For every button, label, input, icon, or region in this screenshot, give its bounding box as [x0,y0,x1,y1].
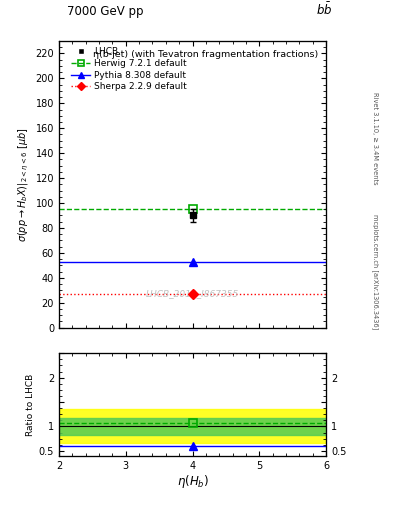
Text: η(b-jet) (with Tevatron fragmentation fractions): η(b-jet) (with Tevatron fragmentation fr… [93,50,319,58]
X-axis label: $\eta(H_b)$: $\eta(H_b)$ [176,473,209,490]
Y-axis label: Ratio to LHCB: Ratio to LHCB [26,373,35,436]
Text: mcplots.cern.ch [arXiv:1306.3436]: mcplots.cern.ch [arXiv:1306.3436] [372,214,379,329]
Text: $b\bar{b}$: $b\bar{b}$ [316,2,332,18]
Text: 7000 GeV pp: 7000 GeV pp [67,5,143,18]
Bar [59,418,326,435]
Text: Rivet 3.1.10, ≥ 3.4M events: Rivet 3.1.10, ≥ 3.4M events [372,92,378,184]
Text: LHCB_2010_I867355: LHCB_2010_I867355 [146,289,239,298]
Bar [59,410,326,443]
Y-axis label: $\sigma(pp \rightarrow H_b X)|_{2<\eta<6}\ [\mu b]$: $\sigma(pp \rightarrow H_b X)|_{2<\eta<6… [17,127,31,242]
Legend: LHCB, Herwig 7.2.1 default, Pythia 8.308 default, Sherpa 2.2.9 default: LHCB, Herwig 7.2.1 default, Pythia 8.308… [69,46,189,93]
